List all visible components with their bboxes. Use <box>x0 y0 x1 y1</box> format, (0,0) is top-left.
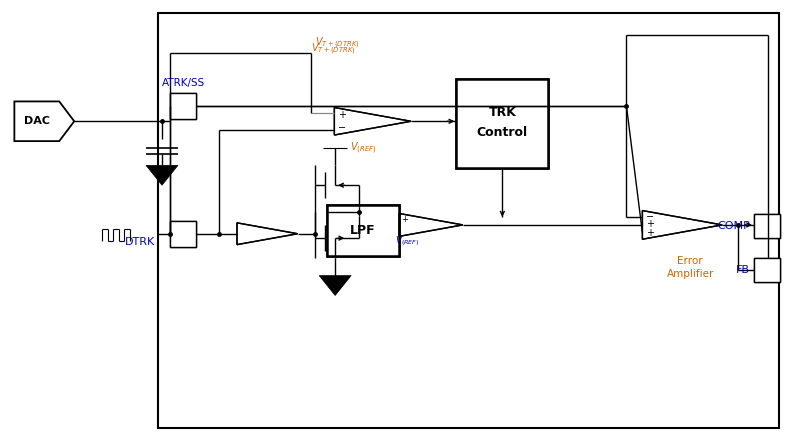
Bar <box>754 258 780 282</box>
Text: $V_{(REF)}$: $V_{(REF)}$ <box>350 141 376 156</box>
Text: FB: FB <box>736 265 750 275</box>
Text: $V_{T+(DTRK)}$: $V_{T+(DTRK)}$ <box>311 42 356 57</box>
Text: $V_{(REF)}$: $V_{(REF)}$ <box>395 235 420 248</box>
Text: DAC: DAC <box>24 116 50 126</box>
Bar <box>170 220 196 247</box>
Bar <box>754 258 780 282</box>
Polygon shape <box>146 165 178 185</box>
Text: TRK: TRK <box>488 106 516 119</box>
Bar <box>456 79 548 168</box>
Bar <box>327 205 399 256</box>
Text: −: − <box>338 123 346 133</box>
Bar <box>158 13 779 428</box>
Text: $V_{T+(DTRK)}$: $V_{T+(DTRK)}$ <box>315 35 360 51</box>
Bar <box>456 79 548 168</box>
Text: Control: Control <box>476 126 528 139</box>
Text: −: − <box>646 212 654 222</box>
Polygon shape <box>319 276 351 295</box>
Bar <box>754 214 780 238</box>
Text: DTRK: DTRK <box>125 237 156 247</box>
Bar <box>170 93 196 119</box>
Bar <box>327 205 399 256</box>
Bar <box>754 214 780 238</box>
Text: ATRK/SS: ATRK/SS <box>161 78 205 88</box>
Text: +: + <box>338 110 346 120</box>
Text: +: + <box>646 228 654 238</box>
Bar <box>170 93 196 119</box>
Text: +: + <box>401 215 409 224</box>
Text: COMP: COMP <box>717 221 750 231</box>
Text: Error: Error <box>678 256 703 266</box>
Text: +: + <box>646 219 654 229</box>
Text: Amplifier: Amplifier <box>666 269 714 279</box>
Bar <box>170 220 196 247</box>
Text: LPF: LPF <box>350 224 376 237</box>
